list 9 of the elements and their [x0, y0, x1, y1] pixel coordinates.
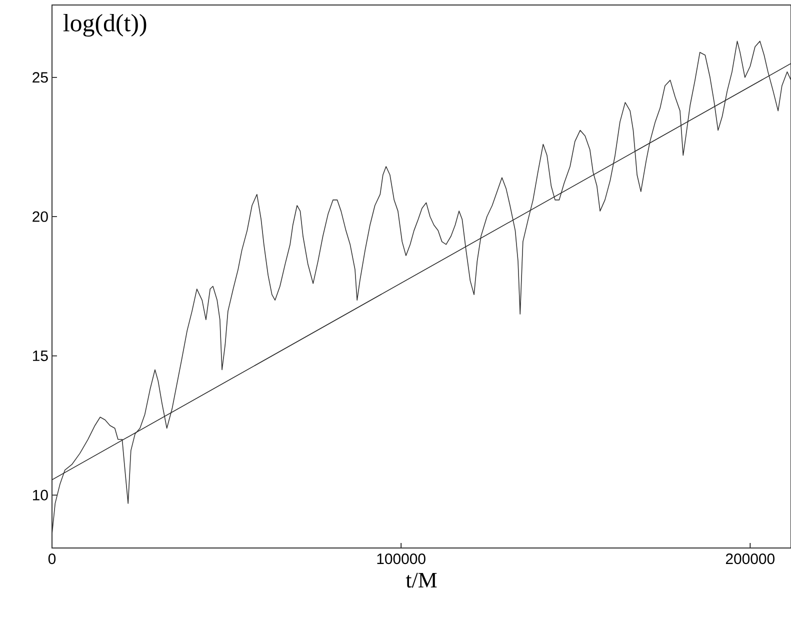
- y-tick-label: 25: [32, 72, 48, 83]
- y-tick-label: 10: [33, 490, 48, 500]
- x-tick-label: 100000: [377, 554, 426, 564]
- y-tick-label: 15: [33, 350, 48, 362]
- x-axis-title: t/M: [406, 572, 437, 588]
- y-tick-label: 20: [32, 211, 48, 222]
- x-tick-label: 200000: [726, 554, 774, 564]
- x-tick-label: 0: [48, 554, 56, 564]
- y-axis-title: log(d(t)): [63, 14, 146, 37]
